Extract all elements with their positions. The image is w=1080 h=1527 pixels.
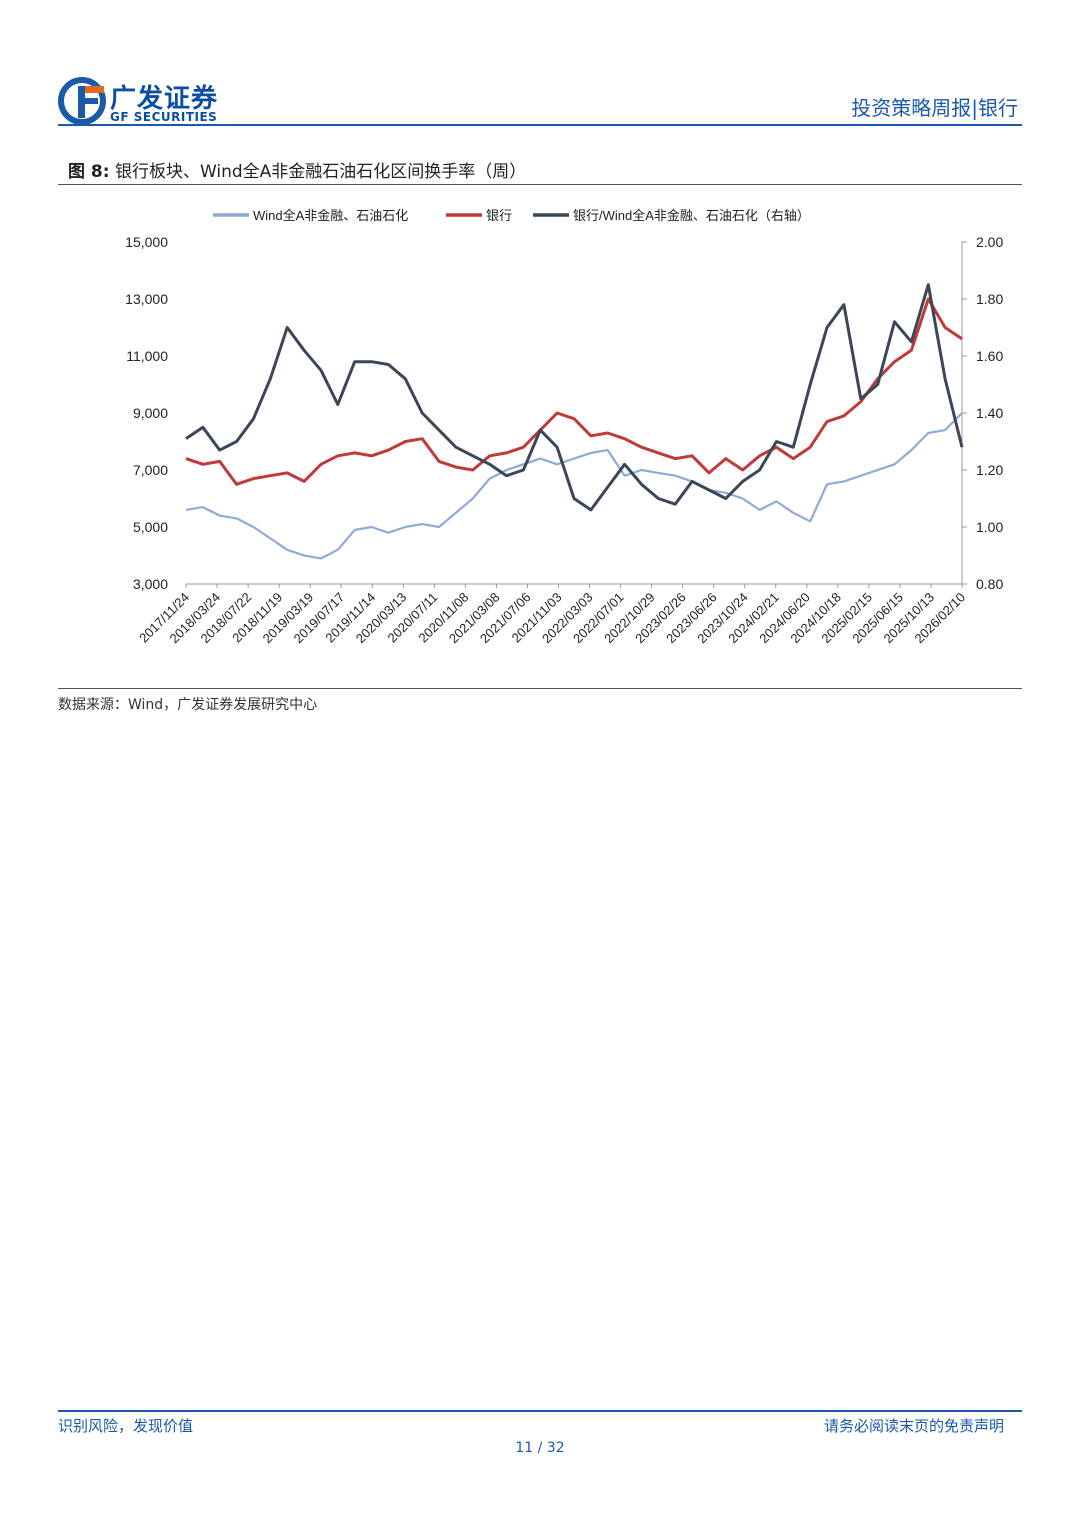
footer-divider bbox=[58, 1410, 1022, 1412]
gf-securities-logo: 广发证券 GF SECURITIES bbox=[58, 76, 258, 126]
left-y-tick-label: 5,000 bbox=[133, 519, 168, 535]
right-y-tick-label: 1.20 bbox=[976, 462, 1003, 478]
figure-top-rule bbox=[58, 184, 1022, 185]
document-title: 投资策略周报|银行 bbox=[851, 96, 1018, 120]
figure-title-text: 银行板块、Wind全A非金融石油石化区间换手率（周） bbox=[114, 162, 527, 182]
right-y-tick-label: 1.40 bbox=[976, 405, 1003, 421]
left-y-tick-label: 9,000 bbox=[133, 405, 168, 421]
series-line-wind-a bbox=[185, 412, 963, 560]
figure-bottom-rule bbox=[58, 688, 1022, 689]
page-header: 广发证券 GF SECURITIES 投资策略周报|银行 bbox=[58, 72, 1022, 128]
right-y-tick-label: 2.00 bbox=[976, 234, 1003, 250]
right-y-tick-label: 1.80 bbox=[976, 291, 1003, 307]
data-source-note: 数据来源：Wind，广发证券发展研究中心 bbox=[58, 697, 318, 713]
logo-name-en: GF SECURITIES bbox=[110, 110, 218, 124]
legend-label: 银行 bbox=[486, 208, 512, 223]
footer-slogan: 识别风险，发现价值 bbox=[58, 1417, 194, 1435]
left-y-tick-label: 7,000 bbox=[133, 462, 168, 478]
right-y-tick-label: 1.00 bbox=[976, 519, 1003, 535]
series-line-ratio bbox=[185, 283, 964, 512]
figure-title: 图 8: 银行板块、Wind全A非金融石油石化区间换手率（周） bbox=[68, 157, 526, 182]
series-line-bank bbox=[185, 297, 963, 486]
right-y-tick-label: 1.60 bbox=[976, 348, 1003, 364]
legend-label: 银行/Wind全A非金融、石油石化（右轴） bbox=[573, 208, 810, 223]
gf-logo-icon bbox=[58, 77, 106, 125]
turnover-line-chart: 3,000 5,000 7,000 9,000 11,000 13,000 15,000 0.… bbox=[125, 208, 1003, 646]
header-divider bbox=[58, 124, 1022, 126]
legend-label: Wind全A非金融、石油石化 bbox=[253, 208, 408, 223]
figure-label: 图 8: bbox=[68, 162, 110, 182]
footer-disclaimer-link[interactable]: 请务必阅读末页的免责声明 bbox=[823, 1417, 1004, 1435]
left-y-tick-label: 3,000 bbox=[133, 576, 168, 592]
left-y-tick-label: 11,000 bbox=[126, 348, 168, 364]
right-y-tick-label: 0.80 bbox=[976, 576, 1003, 592]
left-y-tick-label: 15,000 bbox=[125, 234, 168, 250]
left-y-tick-label: 13,000 bbox=[125, 291, 168, 307]
page-number: 11 / 32 bbox=[515, 1440, 565, 1456]
logo-name-cn: 广发证券 bbox=[110, 84, 219, 114]
